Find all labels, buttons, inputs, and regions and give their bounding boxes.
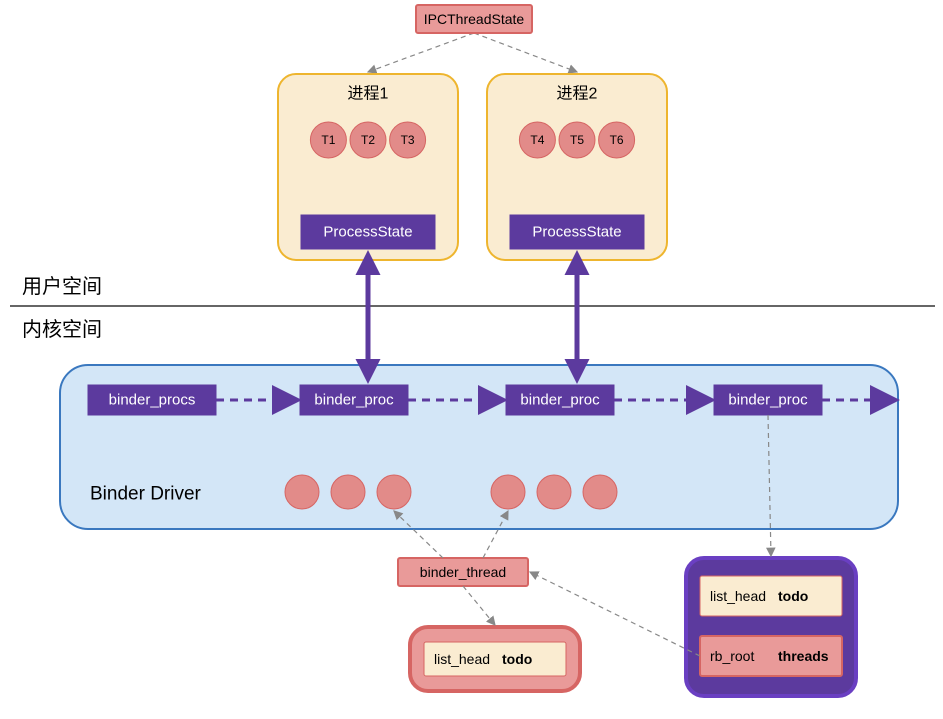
binder-driver-label: Binder Driver bbox=[90, 484, 202, 505]
thread-circle-label: T6 bbox=[610, 133, 624, 147]
thread-circle-label: T5 bbox=[570, 133, 584, 147]
thread-circle-label: T2 bbox=[361, 133, 375, 147]
ipcthreadstate-label: IPCThreadState bbox=[424, 11, 525, 27]
diagram-canvas: IPCThreadState 进程1 T1 T2 T3 ProcessState 进程2 T4… bbox=[0, 0, 943, 719]
thread-circle-label: T3 bbox=[401, 133, 415, 147]
thread-circle-label: T1 bbox=[321, 133, 335, 147]
processstate-label: ProcessState bbox=[532, 224, 621, 241]
binder-procs-label: binder_procs bbox=[109, 392, 196, 409]
rb-root-label: rb_root bbox=[710, 648, 754, 664]
list-head-label: list_head bbox=[434, 651, 490, 667]
binder-thread-label: binder_thread bbox=[420, 564, 506, 580]
binder-proc-label: binder_proc bbox=[520, 392, 600, 409]
processstate-label: ProcessState bbox=[323, 224, 412, 241]
process-title: 进程1 bbox=[348, 85, 389, 103]
process-title: 进程2 bbox=[557, 85, 598, 103]
threads-label: threads bbox=[778, 648, 829, 664]
list-head-label: list_head bbox=[710, 588, 766, 604]
thread-circle-label: T4 bbox=[530, 133, 544, 147]
binder-proc-label: binder_proc bbox=[314, 392, 394, 409]
user-space-label: 用户空间 bbox=[22, 275, 102, 298]
binder-proc-label: binder_proc bbox=[728, 392, 808, 409]
todo-label: todo bbox=[502, 651, 532, 667]
todo-label: todo bbox=[778, 588, 808, 604]
kernel-space-label: 内核空间 bbox=[22, 318, 102, 341]
